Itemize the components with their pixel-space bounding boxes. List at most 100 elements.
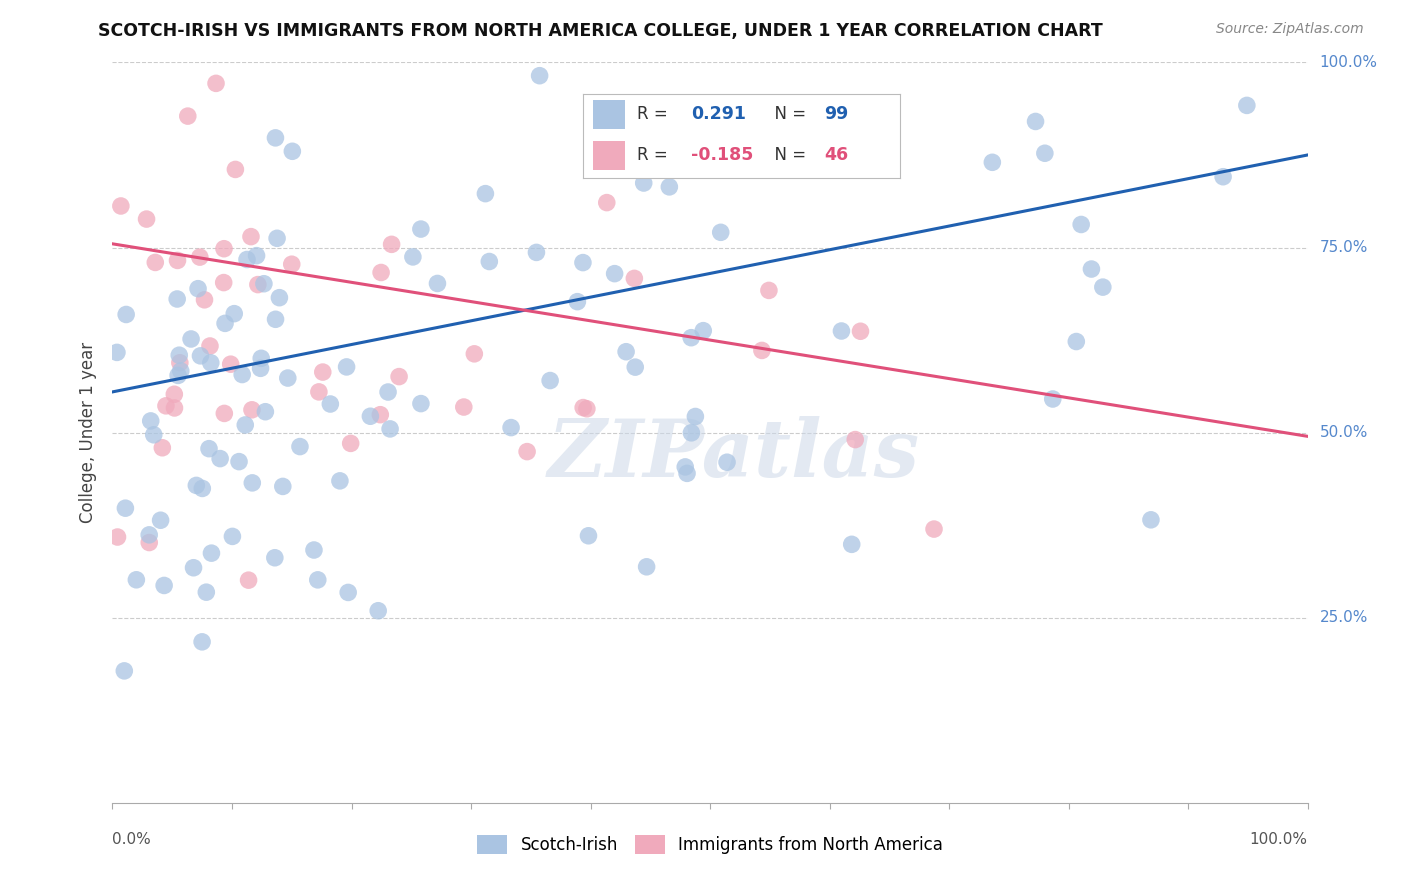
Point: [212, 276, 235, 290]
Text: SCOTCH-IRISH VS IMMIGRANTS FROM NORTH AMERICA COLLEGE, UNDER 1 YEAR CORRELATION : SCOTCH-IRISH VS IMMIGRANTS FROM NORTH AM…: [98, 22, 1104, 40]
Point: [155, 399, 177, 413]
Point: [624, 360, 647, 375]
Point: [526, 245, 548, 260]
Point: [149, 513, 172, 527]
Point: [200, 356, 222, 370]
Point: [209, 451, 232, 466]
Point: [190, 349, 212, 363]
Point: [846, 142, 869, 156]
Point: [1212, 169, 1234, 184]
Point: [603, 267, 626, 281]
Point: [623, 271, 645, 285]
Text: 100.0%: 100.0%: [1320, 55, 1378, 70]
Point: [307, 573, 329, 587]
Point: [142, 427, 165, 442]
Text: R =: R =: [637, 105, 673, 123]
Point: [381, 237, 404, 252]
Point: [170, 364, 193, 378]
Point: [254, 405, 277, 419]
Point: [1025, 114, 1047, 128]
Point: [474, 186, 496, 201]
Point: [578, 529, 600, 543]
Point: [193, 293, 215, 307]
Text: R =: R =: [637, 145, 673, 163]
Point: [221, 529, 243, 543]
Point: [337, 585, 360, 599]
Point: [166, 292, 188, 306]
Point: [198, 339, 221, 353]
Point: [240, 475, 263, 490]
Point: [849, 324, 872, 338]
Point: [596, 195, 619, 210]
Point: [1080, 262, 1102, 277]
Point: [139, 414, 162, 428]
Point: [177, 109, 200, 123]
Point: [105, 345, 128, 359]
Point: [453, 400, 475, 414]
Point: [245, 249, 267, 263]
Point: [240, 229, 263, 244]
Text: -0.185: -0.185: [692, 145, 754, 163]
Bar: [593, 101, 624, 129]
Text: 50.0%: 50.0%: [1320, 425, 1368, 440]
Point: [214, 317, 236, 331]
Point: [250, 351, 273, 366]
Point: [636, 559, 658, 574]
Point: [198, 442, 221, 456]
Point: [368, 408, 391, 422]
Point: [312, 365, 335, 379]
Point: [166, 253, 188, 268]
Point: [1066, 334, 1088, 349]
Point: [378, 422, 401, 436]
Point: [685, 409, 707, 424]
Bar: [593, 141, 624, 169]
Point: [263, 550, 285, 565]
Point: [150, 441, 173, 455]
Point: [231, 368, 253, 382]
Point: [246, 277, 269, 292]
Point: [224, 162, 246, 177]
Point: [388, 369, 411, 384]
Point: [319, 397, 342, 411]
Point: [681, 331, 703, 345]
Point: [339, 436, 361, 450]
Point: [125, 573, 148, 587]
Point: [277, 371, 299, 385]
Point: [264, 131, 287, 145]
Point: [107, 530, 129, 544]
Point: [188, 250, 211, 264]
Point: [658, 179, 681, 194]
Text: N =: N =: [763, 145, 811, 163]
Point: [288, 440, 311, 454]
Point: [367, 604, 389, 618]
Point: [187, 282, 209, 296]
Point: [115, 308, 138, 322]
Point: [402, 250, 425, 264]
Point: [572, 401, 595, 415]
Point: [1091, 280, 1114, 294]
Point: [228, 455, 250, 469]
Point: [214, 406, 236, 420]
Text: ZIPatlas: ZIPatlas: [548, 416, 920, 493]
Point: [529, 69, 551, 83]
Point: [591, 106, 613, 120]
Point: [253, 277, 276, 291]
Point: [271, 479, 294, 493]
Legend: Scotch-Irish, Immigrants from North America: Scotch-Irish, Immigrants from North Amer…: [471, 829, 949, 861]
Point: [143, 255, 166, 269]
Point: [673, 459, 696, 474]
Point: [163, 401, 186, 415]
Point: [981, 155, 1004, 169]
Point: [830, 324, 852, 338]
Point: [191, 482, 214, 496]
Point: [238, 573, 260, 587]
Point: [538, 374, 561, 388]
Point: [614, 344, 637, 359]
Point: [236, 252, 259, 267]
Text: Source: ZipAtlas.com: Source: ZipAtlas.com: [1216, 22, 1364, 37]
Point: [1033, 146, 1056, 161]
Point: [167, 348, 190, 362]
Point: [516, 444, 538, 458]
Point: [758, 284, 780, 298]
Point: [153, 578, 176, 592]
